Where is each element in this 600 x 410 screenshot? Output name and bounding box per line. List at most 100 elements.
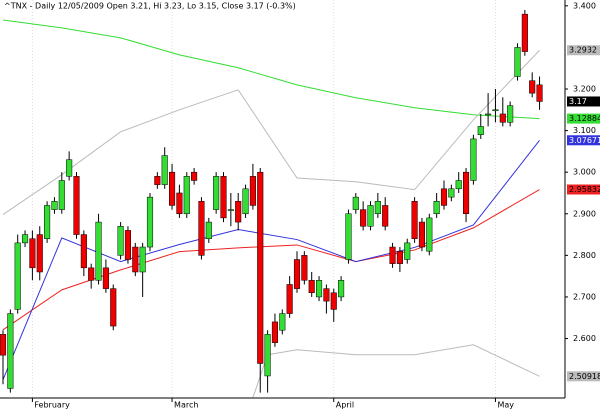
candle-body	[279, 313, 286, 331]
candle-body	[110, 288, 117, 327]
candle-body	[183, 176, 190, 215]
candle-body	[264, 334, 271, 377]
candle-body	[529, 80, 536, 94]
candle-body	[338, 280, 345, 298]
y-tick-label: 2.800	[573, 251, 596, 260]
candle-body	[66, 159, 73, 177]
overlay-line	[2, 49, 540, 216]
candle-body	[117, 225, 124, 256]
chart-title: ^TNX - Daily 12/05/2009 Open 3.21, Hi 3.…	[4, 2, 296, 11]
value-box-label: 2.50918	[569, 372, 600, 381]
candle-body	[485, 113, 492, 116]
candle-body	[146, 196, 154, 248]
candle-body	[463, 171, 470, 215]
candle-body	[293, 259, 301, 289]
candle-body	[51, 201, 58, 210]
candle-body	[455, 180, 462, 190]
x-tick-label: March	[174, 401, 198, 410]
candle-body	[433, 201, 440, 215]
candle-body	[499, 113, 506, 123]
candle-body	[301, 255, 308, 281]
candle-body	[73, 176, 80, 235]
candle-body	[308, 280, 315, 294]
candle-body	[176, 192, 183, 215]
candle-body	[227, 209, 234, 211]
candle-body	[22, 234, 29, 244]
candle-body	[257, 171, 264, 364]
candle-body	[404, 242, 411, 260]
candle-body	[139, 246, 146, 273]
candle-body	[440, 188, 448, 206]
value-box	[567, 113, 600, 124]
candle-body	[36, 234, 43, 273]
candle-body	[154, 176, 161, 185]
candle-body	[0, 334, 7, 356]
y-tick-label: 3.000	[573, 168, 596, 177]
value-box-label: 2.95832	[569, 185, 600, 194]
candle-body	[514, 47, 521, 77]
candle-body	[345, 213, 352, 260]
candle-body	[88, 267, 95, 281]
candle-body	[330, 292, 337, 310]
candle-body	[374, 201, 381, 215]
value-box	[567, 96, 600, 107]
candle-body	[536, 84, 543, 102]
candle-body	[382, 205, 389, 227]
candle-body	[492, 109, 499, 112]
value-box	[567, 45, 600, 56]
candle-body	[477, 126, 484, 135]
y-tick-label: 3.200	[573, 84, 596, 93]
candle-body	[521, 13, 528, 52]
value-box	[567, 184, 600, 195]
candle-body	[396, 250, 403, 264]
value-box	[567, 135, 600, 146]
candle-body	[102, 267, 109, 289]
candle-body	[426, 217, 433, 252]
candle-body	[132, 246, 139, 273]
y-tick-label: 2.900	[573, 209, 596, 218]
y-tick-label: 3.100	[573, 126, 596, 135]
y-tick-label: 2.600	[573, 334, 596, 343]
candle-body	[58, 180, 65, 210]
value-box	[567, 371, 600, 382]
candle-body	[389, 246, 396, 264]
candle-body	[316, 280, 323, 298]
candle-body	[286, 284, 293, 314]
candle-body	[213, 176, 220, 210]
candle-body	[161, 155, 168, 185]
x-tick-label: May	[497, 401, 514, 410]
candle-body	[448, 188, 455, 198]
candle-body	[7, 313, 14, 389]
candle-body	[29, 238, 36, 269]
candle-body	[271, 321, 278, 343]
candle-body	[323, 288, 330, 302]
candle-body	[249, 176, 256, 206]
candle-body	[360, 209, 367, 227]
value-box-label: 3.12884	[569, 114, 600, 123]
candle-body	[220, 176, 227, 219]
candle-body	[169, 171, 176, 206]
y-tick-label: 3.400	[573, 1, 596, 10]
candle-body	[95, 221, 102, 281]
candle-body	[198, 201, 205, 256]
value-box-label: 3.17	[569, 97, 587, 106]
candle-body	[507, 105, 514, 123]
candle-body	[205, 221, 212, 239]
x-tick-label: February	[34, 401, 70, 410]
candle-body	[124, 230, 132, 260]
overlay-line	[2, 139, 540, 380]
candle-body	[418, 221, 425, 248]
candle-body	[367, 205, 374, 227]
overlay-line	[2, 19, 540, 120]
candle-body	[352, 196, 359, 210]
candle-body	[235, 201, 242, 223]
candle-body	[80, 234, 87, 269]
candle-body	[44, 205, 51, 239]
value-box-label: 3.2932	[569, 46, 597, 55]
y-tick-label: 2.700	[573, 292, 596, 301]
candle-body	[411, 201, 418, 239]
candle-body	[470, 138, 477, 181]
candle-body	[242, 188, 249, 215]
